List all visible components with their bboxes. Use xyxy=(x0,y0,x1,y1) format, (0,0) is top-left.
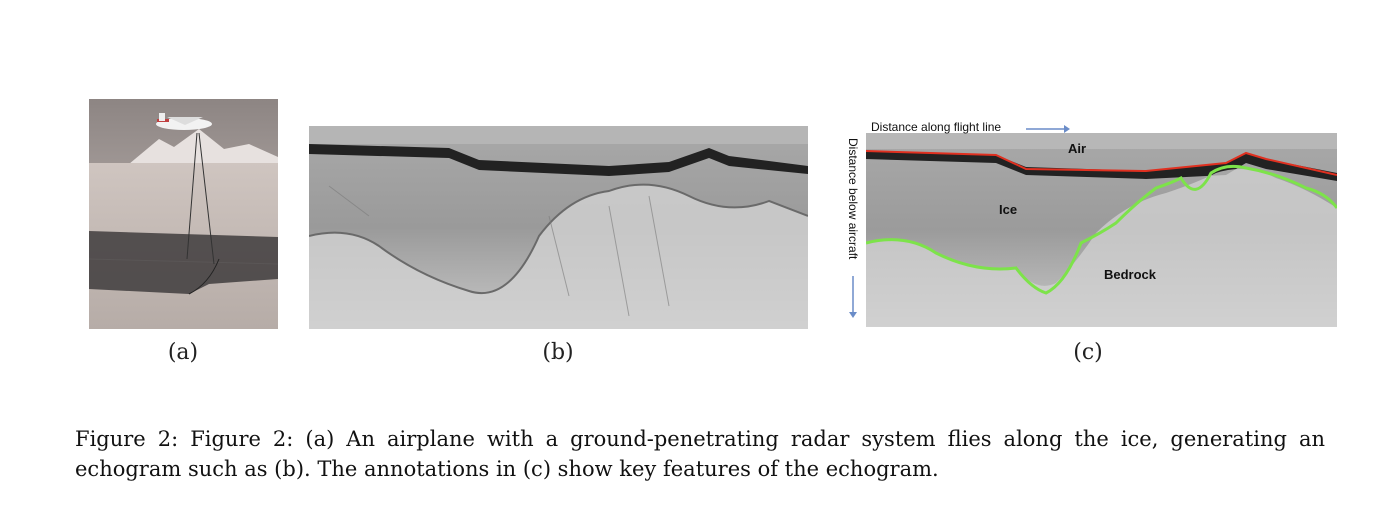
echogram-annotated xyxy=(866,133,1337,327)
panel-b-label: (b) xyxy=(542,340,574,365)
ice-label: Ice xyxy=(999,202,1018,217)
echogram-raw xyxy=(309,126,808,329)
figure-caption: Figure 2: Figure 2: (a) An airplane with… xyxy=(75,427,1325,481)
right-arrow-icon xyxy=(1026,125,1070,133)
panel-a-label: (a) xyxy=(167,340,199,365)
air-label: Air xyxy=(1068,141,1087,156)
down-arrow-icon xyxy=(849,276,857,318)
distance-along-label: Distance along flight line xyxy=(871,120,1002,134)
distance-below-label: Distance below aircraft xyxy=(846,138,860,260)
airplane-photo xyxy=(89,99,278,329)
panel-c-label: (c) xyxy=(1073,340,1103,365)
bedrock-label: Bedrock xyxy=(1104,267,1157,282)
